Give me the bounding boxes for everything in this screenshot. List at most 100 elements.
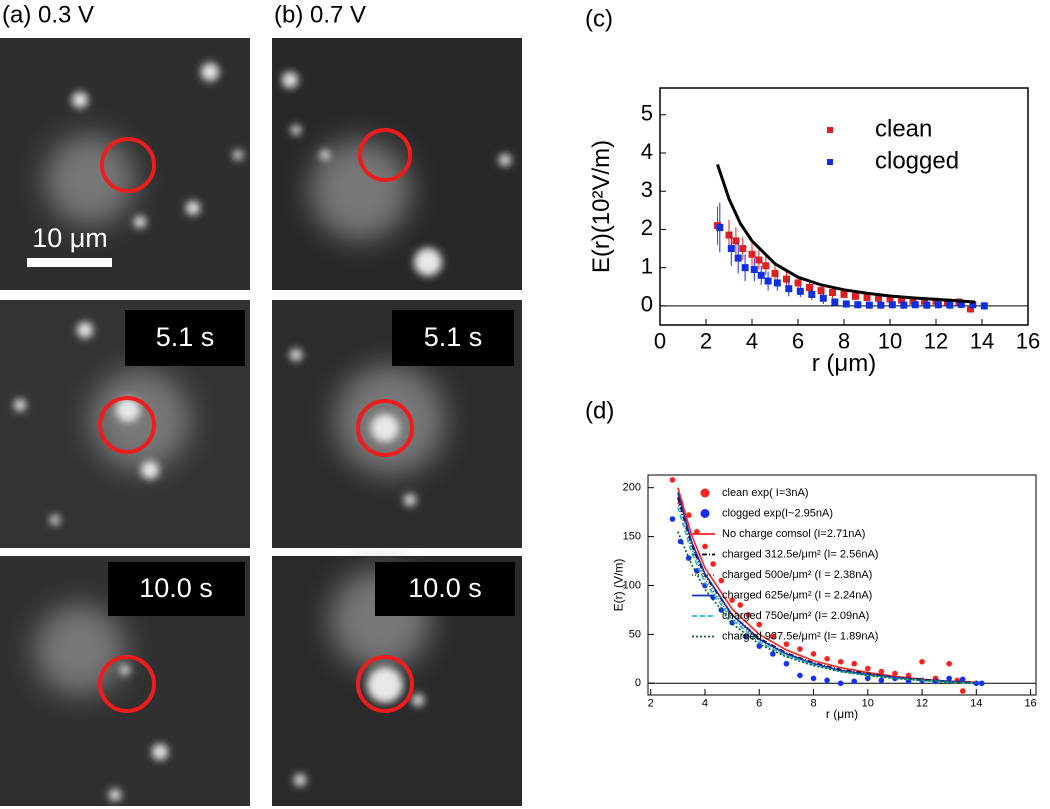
data-point xyxy=(934,301,942,309)
legend-swatch xyxy=(700,509,710,518)
curve xyxy=(716,163,976,304)
x-tick-label: 14 xyxy=(970,698,982,710)
legend-label: charged 500e/μm² (I = 2.38nA) xyxy=(722,569,872,581)
data-point xyxy=(864,675,871,682)
x-tick-label: 16 xyxy=(1024,698,1036,710)
data-point xyxy=(742,633,749,640)
y-tick-label: 3 xyxy=(641,177,653,202)
data-point xyxy=(669,516,676,522)
y-axis-label: E(r)(10²V/m) xyxy=(588,140,615,273)
data-point xyxy=(829,289,836,297)
y-tick-label: 50 xyxy=(629,628,641,640)
x-tick-label: 4 xyxy=(746,328,758,353)
data-point xyxy=(946,675,952,682)
scale-bar-label: 10 μm xyxy=(32,223,108,253)
data-point xyxy=(911,301,919,309)
data-point xyxy=(959,688,966,694)
data-point xyxy=(886,295,894,303)
data-point xyxy=(716,224,724,232)
data-point xyxy=(824,677,830,684)
legend-swatch xyxy=(700,488,710,498)
data-point xyxy=(710,561,716,567)
curve xyxy=(677,492,977,685)
data-point xyxy=(878,677,885,684)
data-point xyxy=(837,658,844,665)
y-tick-label: 5 xyxy=(641,101,653,126)
y-tick-label: 150 xyxy=(623,531,641,543)
data-point xyxy=(737,602,744,608)
x-axis-label: r (μm) xyxy=(826,707,858,721)
x-tick-label: 10 xyxy=(862,698,874,710)
y-tick-label: 4 xyxy=(641,139,653,164)
legend-swatch xyxy=(827,127,833,133)
data-point xyxy=(959,676,966,683)
data-point xyxy=(739,245,747,253)
legend-label: charged 750e/μm² (I= 2.09nA) xyxy=(722,610,869,622)
timestamp: 5.1 s xyxy=(424,322,483,352)
data-point xyxy=(756,643,763,649)
x-axis-label: r (μm) xyxy=(812,350,876,377)
panel-label: (b) 0.7 V xyxy=(274,1,366,28)
data-point xyxy=(888,301,896,309)
data-point xyxy=(794,279,802,287)
data-point xyxy=(865,301,873,309)
data-point xyxy=(852,292,859,300)
legend-label: No charge comsol (I=2.71nA) xyxy=(722,528,865,540)
data-point xyxy=(729,597,735,603)
x-tick-label: 6 xyxy=(756,698,762,710)
data-point xyxy=(875,294,882,302)
data-point xyxy=(669,477,676,483)
data-point xyxy=(980,302,988,310)
roi-circle xyxy=(356,399,414,457)
roi-circle xyxy=(100,137,156,193)
y-axis-label: E(r) (V/m) xyxy=(612,559,626,612)
data-point xyxy=(851,660,858,667)
roi-circle xyxy=(356,655,414,713)
data-point xyxy=(727,245,735,253)
y-tick-label: 1 xyxy=(641,253,653,278)
x-tick-label: 10 xyxy=(878,328,902,353)
legend-label: charged 625e/μm² (I = 2.24nA) xyxy=(722,589,872,601)
timestamp: 5.1 s xyxy=(156,322,215,352)
panel-label: (d) xyxy=(585,397,614,424)
data-point xyxy=(900,301,908,309)
data-point xyxy=(796,287,804,295)
data-point xyxy=(725,231,733,239)
y-tick-label: 200 xyxy=(623,482,641,494)
x-tick-label: 6 xyxy=(792,328,804,353)
data-point xyxy=(978,680,985,687)
roi-circle xyxy=(98,655,156,713)
data-point xyxy=(797,672,803,679)
y-tick-label: 0 xyxy=(635,677,641,689)
data-point xyxy=(783,275,790,283)
data-point xyxy=(734,254,742,262)
roi-circle xyxy=(98,396,156,454)
legend-label: clean xyxy=(875,115,932,142)
particles xyxy=(14,63,511,801)
data-point xyxy=(837,680,844,687)
x-tick-label: 8 xyxy=(838,328,850,353)
legend-label: charged 312.5e/μm² (I= 2.56nA) xyxy=(722,548,878,560)
data-point xyxy=(969,301,977,309)
legend-label: clean exp( I=3nA) xyxy=(722,487,809,499)
panel-label: (c) xyxy=(585,5,613,32)
data-point xyxy=(685,512,692,518)
data-point xyxy=(946,301,954,309)
data-point xyxy=(755,256,763,264)
data-point xyxy=(773,279,781,287)
data-point xyxy=(878,668,885,675)
x-tick-label: 2 xyxy=(700,328,712,353)
y-tick-label: 0 xyxy=(641,292,653,317)
micrographs: 10 μm 5.1 s 5.1 s 10.0 s 10.0 s xyxy=(0,38,522,806)
data-point xyxy=(745,612,752,618)
legend-label: clogged xyxy=(875,147,959,174)
data-point xyxy=(810,651,817,657)
x-tick-label: 8 xyxy=(810,698,816,710)
timestamp-box xyxy=(108,562,245,616)
data-point xyxy=(770,651,776,657)
data-point xyxy=(851,678,858,685)
timestamp-box xyxy=(125,310,245,366)
data-point xyxy=(854,301,862,309)
data-point xyxy=(921,297,928,305)
